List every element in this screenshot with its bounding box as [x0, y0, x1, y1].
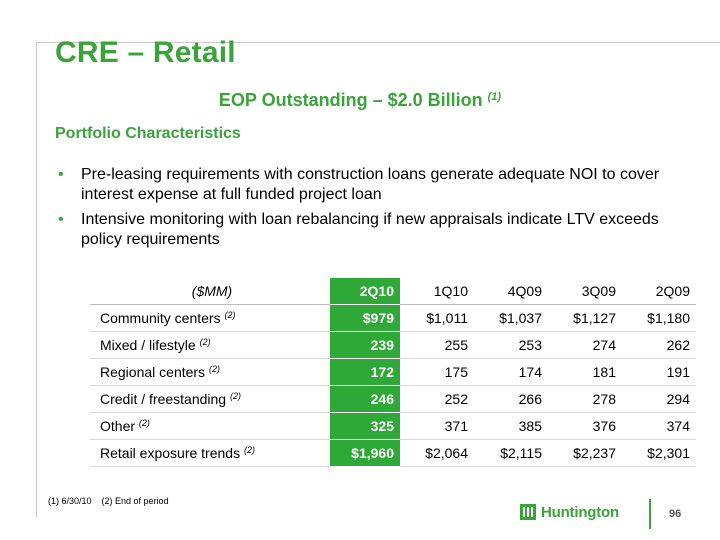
table-cell: 325	[330, 412, 400, 440]
row-label-text: Community centers	[100, 310, 225, 326]
table-cell: $1,960	[330, 439, 400, 467]
table-row: Retail exposure trends (2) $1,960 $2,064…	[90, 439, 696, 467]
row-label: Mixed / lifestyle (2)	[90, 331, 330, 359]
row-label: Credit / freestanding (2)	[90, 385, 330, 413]
table-cell: 246	[330, 385, 400, 413]
table-cell: 274	[548, 331, 622, 359]
bullet-icon: •	[58, 211, 64, 228]
table-cell: 262	[622, 331, 696, 359]
retail-exposure-table: ($MM) 2Q10 1Q10 4Q09 3Q09 2Q09 Community…	[90, 278, 696, 467]
footnote-ref: (2)	[208, 364, 220, 374]
table-cell: 376	[548, 412, 622, 440]
table-cell: 278	[548, 385, 622, 413]
bullet-text: Pre-leasing requirements with constructi…	[81, 166, 660, 203]
table-cell: $2,301	[622, 439, 696, 467]
footnote-ref: (2)	[243, 445, 255, 455]
column-header: 2Q10	[330, 278, 400, 305]
bullet-item: • Intensive monitoring with loan rebalanc…	[55, 210, 685, 250]
section-heading: Portfolio Characteristics	[55, 125, 241, 142]
table-cell: 239	[330, 331, 400, 359]
table-row: Credit / freestanding (2) 246 252 266 27…	[90, 385, 696, 413]
table-cell: 191	[622, 358, 696, 386]
huntington-logo: Huntington	[519, 503, 619, 521]
table-cell: 255	[400, 331, 474, 359]
table-cell: 174	[474, 358, 548, 386]
unit-header: ($MM)	[90, 278, 330, 305]
column-header: 1Q10	[400, 278, 474, 305]
table-cell: $2,115	[474, 439, 548, 467]
row-label: Regional centers (2)	[90, 358, 330, 386]
footnotes: (1) 6/30/10 (2) End of period	[48, 496, 179, 506]
slide-title: CRE – Retail	[55, 36, 236, 69]
subtitle-footnote-ref: (1)	[487, 91, 502, 103]
table-cell: $2,064	[400, 439, 474, 467]
row-label-text: Regional centers	[100, 364, 209, 380]
column-header: 3Q09	[548, 278, 622, 305]
row-label: Retail exposure trends (2)	[90, 439, 330, 467]
bullet-icon: •	[58, 166, 64, 183]
row-label-text: Mixed / lifestyle	[100, 337, 200, 353]
footnote-ref: (2)	[199, 337, 211, 347]
table-row: Mixed / lifestyle (2) 239 255 253 274 26…	[90, 331, 696, 359]
table-cell: $979	[330, 304, 400, 332]
table-cell: $1,127	[548, 304, 622, 332]
table-cell: 374	[622, 412, 696, 440]
frame-left-line	[36, 42, 37, 517]
footnote-ref: (2)	[224, 310, 236, 320]
table-header-row: ($MM) 2Q10 1Q10 4Q09 3Q09 2Q09	[90, 278, 696, 305]
footnote-1: (1) 6/30/10	[48, 496, 92, 506]
table-cell: 252	[400, 385, 474, 413]
footnote-ref: (2)	[138, 418, 150, 428]
page-number: 96	[669, 508, 682, 520]
table-row: Other (2) 325 371 385 376 374	[90, 412, 696, 440]
table-cell: 371	[400, 412, 474, 440]
huntington-logo-icon	[520, 504, 536, 520]
table-cell: 175	[400, 358, 474, 386]
logo-divider	[649, 499, 651, 529]
subtitle-text: EOP Outstanding – $2.0 Billion	[218, 90, 488, 110]
row-label: Community centers (2)	[90, 304, 330, 332]
row-label: Other (2)	[90, 412, 330, 440]
row-label-text: Credit / freestanding	[100, 391, 230, 407]
table-row: Community centers (2) $979 $1,011 $1,037…	[90, 304, 696, 332]
bullet-list: • Pre-leasing requirements with construct…	[55, 165, 685, 255]
frame-top-line	[36, 42, 720, 43]
logo-text: Huntington	[541, 503, 619, 521]
row-label-text: Retail exposure trends	[100, 445, 244, 461]
table-row: Regional centers (2) 172 175 174 181 191	[90, 358, 696, 386]
bullet-item: • Pre-leasing requirements with construct…	[55, 165, 685, 205]
table-cell: $1,011	[400, 304, 474, 332]
row-label-text: Other	[100, 418, 139, 434]
table-cell: 266	[474, 385, 548, 413]
table-cell: 181	[548, 358, 622, 386]
table-cell: 385	[474, 412, 548, 440]
table-cell: $2,237	[548, 439, 622, 467]
footnote-ref: (2)	[229, 391, 241, 401]
table-cell: 253	[474, 331, 548, 359]
table-cell: $1,180	[622, 304, 696, 332]
column-header: 4Q09	[474, 278, 548, 305]
column-header: 2Q09	[622, 278, 696, 305]
table-cell: $1,037	[474, 304, 548, 332]
table-cell: 172	[330, 358, 400, 386]
subtitle: EOP Outstanding – $2.0 Billion (1)	[0, 90, 720, 111]
footnote-2: (2) End of period	[101, 496, 169, 506]
table-cell: 294	[622, 385, 696, 413]
bullet-text: Intensive monitoring with loan rebalanci…	[81, 211, 659, 248]
